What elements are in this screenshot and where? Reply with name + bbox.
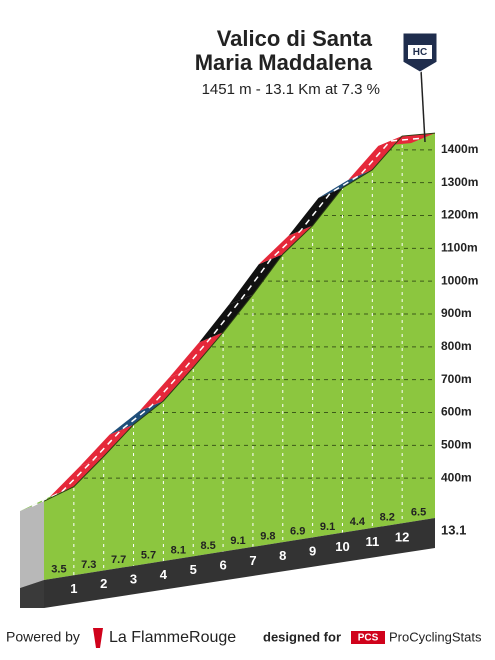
subtitle: 1451 m - 13.1 Km at 7.3 % (202, 81, 380, 98)
x-tick-label: 7 (249, 553, 256, 568)
gradient-label: 3.5 (51, 564, 66, 576)
title-line: Valico di Santa (217, 26, 373, 51)
y-tick-label: 900m (441, 306, 472, 320)
gradient-label: 4.4 (350, 516, 366, 528)
category-pole (420, 69, 426, 143)
side-face (20, 501, 44, 588)
y-tick-label: 800m (441, 339, 472, 353)
base-strip (44, 518, 435, 608)
x-tick-label: 3 (130, 571, 137, 586)
footer-text: Powered by (6, 629, 80, 645)
gradient-label: 7.3 (81, 559, 96, 571)
y-tick-label: 600m (441, 405, 472, 419)
x-tick-label: 2 (100, 576, 107, 591)
gradient-label: 6.5 (411, 507, 426, 519)
gradient-segment (109, 401, 164, 435)
gradient-label: 8.1 (171, 545, 186, 557)
y-tick-label: 700m (441, 372, 472, 386)
x-tick-label: 8 (279, 548, 286, 563)
y-tick-label: 1100m (441, 241, 478, 255)
site-name: ProCyclingStats (389, 629, 482, 644)
gradient-label: 9.8 (260, 530, 275, 542)
center-dash (31, 137, 424, 507)
x-tick-label: 11 (365, 534, 379, 549)
gradient-label: 9.1 (230, 535, 245, 547)
brand-name: La FlammeRouge (109, 629, 236, 646)
pcs-logo (351, 631, 385, 644)
gradient-segment (49, 456, 104, 497)
profile-face (44, 133, 435, 581)
brand-icon (93, 628, 103, 648)
footer-text: designed for (263, 629, 341, 644)
y-tick-label: 1400m (441, 142, 478, 156)
profile-edge (43, 132, 436, 502)
x-tick-label: 1 (70, 581, 77, 596)
y-tick-label: 1000m (441, 273, 478, 287)
category-label: HC (413, 47, 427, 58)
x-tick-label: 5 (190, 562, 197, 577)
base-side (20, 580, 44, 608)
gradient-label: 6.9 (290, 526, 305, 538)
title-line: Maria Maddalena (195, 50, 373, 75)
gradient-label: 8.5 (201, 540, 216, 552)
x-tick-label: 6 (219, 557, 226, 572)
x-tick-label: 10 (335, 539, 349, 554)
x-tick-label: 9 (309, 544, 316, 559)
gradient-segment (348, 136, 403, 180)
gradient-segment (199, 294, 253, 343)
y-tick-label: 1300m (441, 175, 478, 189)
gradient-label: 5.7 (141, 549, 156, 561)
y-tick-label: 500m (441, 438, 472, 452)
gradient-label: 9.1 (320, 521, 335, 533)
distance-label: 13.1 (441, 522, 466, 537)
pcs-logo-text: PCS (358, 633, 379, 644)
gradient-label: 7.7 (111, 554, 126, 566)
x-tick-label: 12 (395, 530, 409, 545)
gradient-label: 8.2 (380, 511, 395, 523)
y-tick-label: 400m (441, 470, 472, 484)
y-tick-label: 1200m (441, 208, 478, 222)
x-tick-label: 4 (160, 567, 168, 582)
category-plate (408, 45, 432, 59)
gradient-segment (79, 424, 134, 467)
